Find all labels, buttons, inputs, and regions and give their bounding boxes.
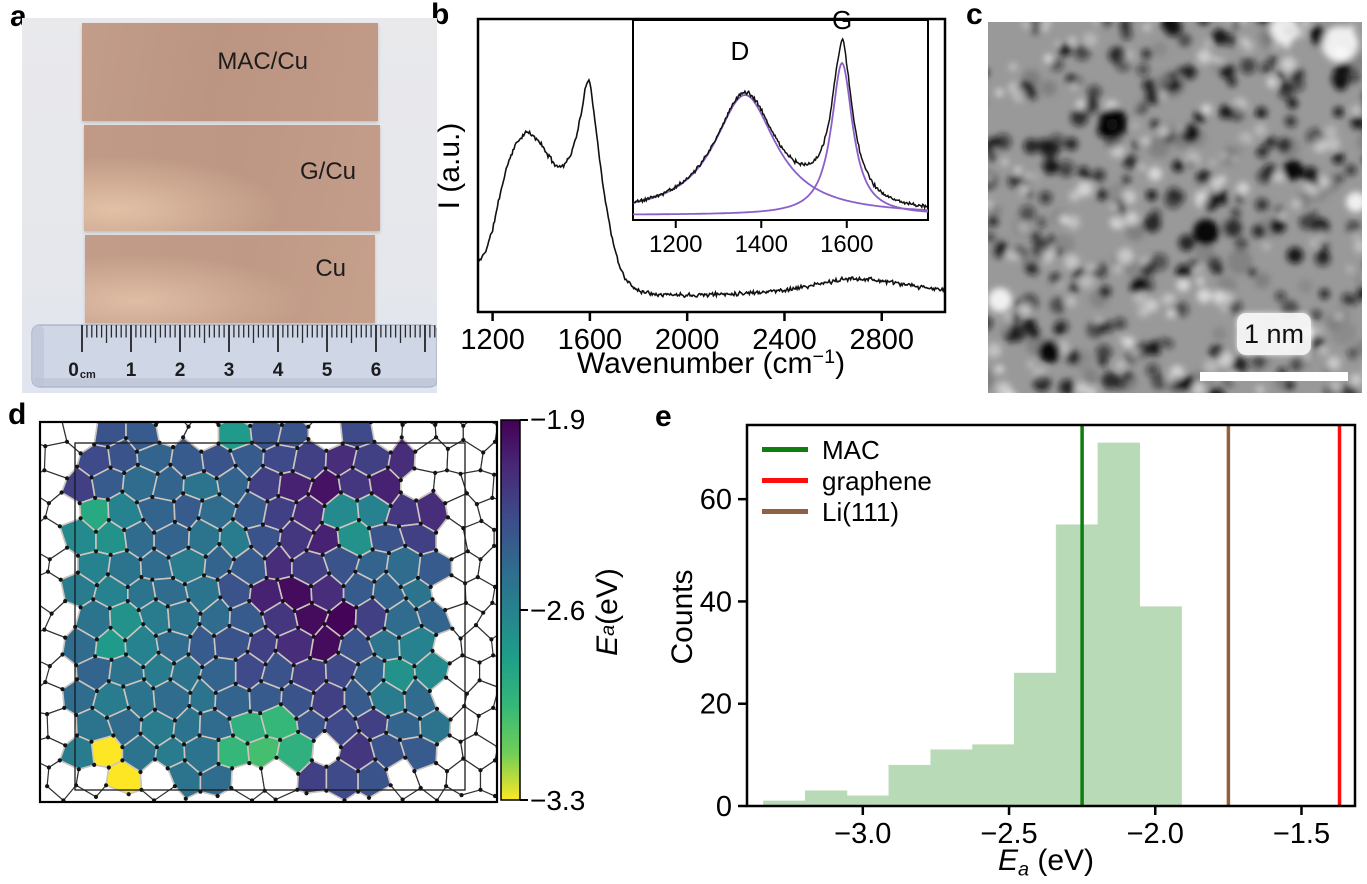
ruler-number: 3 bbox=[224, 360, 235, 381]
colorbar bbox=[500, 419, 521, 801]
colorbar-tick-bottom: −3.3 bbox=[530, 785, 586, 816]
ruler-number: 1 bbox=[126, 360, 137, 381]
axes-frame bbox=[745, 423, 1357, 808]
histogram-bar bbox=[804, 790, 848, 807]
x-tick-label: 2400 bbox=[752, 324, 817, 356]
histogram-legend: MAC graphene Li(111) bbox=[762, 434, 932, 527]
inset-x-tick-label: 1400 bbox=[735, 231, 788, 258]
x-tick-label: −2.5 bbox=[980, 818, 1037, 850]
x-tick-label: 2800 bbox=[850, 324, 915, 356]
legend-swatch-mac bbox=[762, 447, 808, 452]
map-frame bbox=[38, 420, 499, 804]
inset-x-tick-label: 1600 bbox=[820, 231, 873, 258]
ruler: 0cm 1 2 3 4 5 6 bbox=[31, 324, 437, 388]
histogram-bar bbox=[930, 749, 973, 807]
x-tick-label: −2.0 bbox=[1127, 818, 1184, 850]
y-tick-label: 0 bbox=[716, 791, 732, 823]
histogram-bar bbox=[972, 744, 1015, 807]
ruler-number: 4 bbox=[273, 360, 284, 381]
raman-spectrum-curve bbox=[477, 78, 946, 299]
axes-frame bbox=[476, 17, 947, 314]
x-tick-label: 1200 bbox=[460, 324, 525, 356]
ruler-number: 5 bbox=[322, 360, 333, 381]
y-tick-label: 40 bbox=[700, 586, 732, 618]
simulation-cell-outline bbox=[74, 442, 466, 791]
inset-spectrum-curve bbox=[632, 37, 928, 211]
colorbar-tick-middle: −2.6 bbox=[530, 595, 586, 626]
adsorption-energy-histogram: −3.0 −2.5 −2.0 −1.5 0 20 40 60 bbox=[700, 423, 1357, 850]
histogram-bar bbox=[888, 764, 931, 807]
histogram-bar bbox=[1139, 606, 1182, 807]
inset-frame bbox=[632, 19, 929, 221]
foil-label-g-cu: G/Cu bbox=[299, 158, 356, 185]
peak-label-D: D bbox=[730, 36, 749, 66]
legend-swatch-graphene bbox=[762, 478, 808, 483]
ruler-number: 2 bbox=[175, 360, 186, 381]
colorbar-tick-top: −1.9 bbox=[530, 404, 586, 435]
vertex-dots bbox=[42, 422, 497, 802]
histogram-bar bbox=[846, 795, 890, 807]
copper-foil-photo: MAC/Cu G/Cu Cu 0cm 1 2 3 4 5 6 bbox=[22, 18, 437, 393]
scale-bar bbox=[1200, 372, 1348, 381]
y-tick-label: 60 bbox=[700, 484, 732, 516]
scale-bar-label: 1 nm bbox=[1237, 313, 1311, 355]
x-tick-label: 1600 bbox=[558, 324, 623, 356]
panel-label-e: e bbox=[655, 400, 672, 433]
legend-swatch-li111 bbox=[762, 509, 808, 514]
ruler-unit-label: cm bbox=[80, 369, 96, 381]
foil-label-mac-cu: MAC/Cu bbox=[217, 48, 308, 75]
legend-label-mac: MAC bbox=[822, 434, 880, 465]
histogram-bar bbox=[1014, 672, 1057, 807]
colored-rings bbox=[58, 422, 454, 802]
legend-row-graphene: graphene bbox=[762, 465, 932, 496]
foil-label-cu: Cu bbox=[315, 255, 346, 282]
x-tick-label: −3.0 bbox=[834, 818, 891, 850]
foil-strip-g-cu: G/Cu bbox=[84, 125, 380, 231]
inset-x-tick-label: 1200 bbox=[649, 231, 702, 258]
legend-label-li111: Li(111) bbox=[822, 496, 900, 527]
x-tick-label: −1.5 bbox=[1273, 818, 1330, 850]
panel-label-d: d bbox=[8, 398, 27, 431]
legend-row-li111: Li(111) bbox=[762, 496, 932, 527]
panel-label-c: c bbox=[966, 0, 983, 31]
x-tick-label: 2000 bbox=[655, 324, 720, 356]
foil-strip-mac-cu: MAC/Cu bbox=[82, 23, 378, 121]
uncolored-rings bbox=[40, 422, 497, 802]
adsorption-energy-map bbox=[38, 419, 528, 804]
foil-strip-cu: Cu bbox=[85, 235, 375, 323]
histogram-bar bbox=[1097, 442, 1140, 807]
legend-row-mac: MAC bbox=[762, 434, 932, 465]
lorentzian-fit-G bbox=[633, 61, 929, 216]
histogram-bar bbox=[1055, 524, 1099, 807]
ruler-number: 6 bbox=[371, 360, 382, 381]
tem-micrograph: 1 nm bbox=[970, 7, 1367, 406]
legend-label-graphene: graphene bbox=[822, 465, 932, 496]
y-tick-label: 20 bbox=[700, 689, 732, 721]
